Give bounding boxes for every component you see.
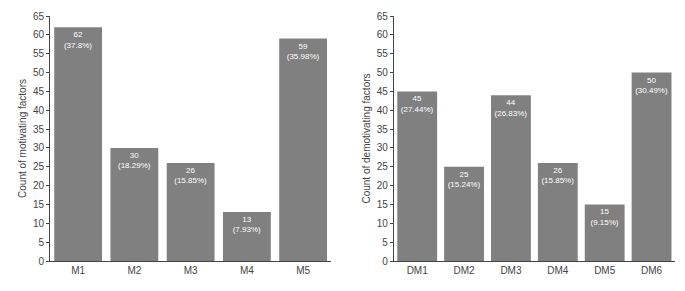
svg-text:30: 30 [33, 142, 45, 153]
svg-text:30(18.29%): 30(18.29%) [118, 151, 151, 170]
svg-text:Count of motivating factors: Count of motivating factors [17, 79, 28, 198]
svg-text:26(15.85%): 26(15.85%) [174, 166, 207, 185]
svg-text:45: 45 [377, 86, 389, 97]
svg-text:DM4: DM4 [547, 265, 569, 276]
svg-text:5: 5 [382, 237, 388, 248]
svg-text:DM3: DM3 [500, 265, 522, 276]
svg-text:45(27.44%): 45(27.44%) [401, 94, 434, 113]
svg-text:65: 65 [377, 11, 389, 22]
svg-text:60: 60 [33, 29, 45, 40]
svg-text:50: 50 [33, 67, 45, 78]
svg-text:62(37.8%): 62(37.8%) [64, 30, 92, 49]
svg-text:15(9.15%): 15(9.15%) [591, 207, 619, 226]
svg-text:25: 25 [377, 161, 389, 172]
svg-text:25: 25 [33, 161, 45, 172]
svg-text:44(26.83%): 44(26.83%) [495, 98, 528, 117]
svg-text:20: 20 [377, 180, 389, 191]
svg-text:Count of demotivating factors: Count of demotivating factors [361, 73, 372, 203]
svg-text:DM2: DM2 [453, 265, 475, 276]
svg-text:M5: M5 [296, 265, 310, 276]
svg-text:25(15.24%): 25(15.24%) [448, 170, 481, 189]
svg-text:30: 30 [377, 142, 389, 153]
svg-text:40: 40 [33, 105, 45, 116]
svg-text:M3: M3 [184, 265, 198, 276]
svg-text:40: 40 [377, 105, 389, 116]
svg-text:60: 60 [377, 29, 389, 40]
svg-text:M1: M1 [71, 265, 85, 276]
svg-text:M2: M2 [127, 265, 141, 276]
svg-text:55: 55 [33, 48, 45, 59]
svg-text:50: 50 [377, 67, 389, 78]
svg-text:65: 65 [33, 11, 45, 22]
svg-text:55: 55 [377, 48, 389, 59]
svg-text:DM1: DM1 [407, 265, 429, 276]
svg-text:10: 10 [377, 218, 389, 229]
svg-text:20: 20 [33, 180, 45, 191]
svg-text:13(7.93%): 13(7.93%) [233, 215, 261, 234]
svg-text:5: 5 [38, 237, 44, 248]
svg-text:15: 15 [33, 199, 45, 210]
svg-text:59(35.98%): 59(35.98%) [287, 42, 320, 61]
svg-text:35: 35 [377, 124, 389, 135]
svg-text:10: 10 [33, 218, 45, 229]
svg-text:45: 45 [33, 86, 45, 97]
svg-text:15: 15 [377, 199, 389, 210]
svg-text:DM6: DM6 [641, 265, 663, 276]
svg-text:0: 0 [38, 256, 44, 267]
svg-text:DM5: DM5 [594, 265, 616, 276]
svg-text:M4: M4 [240, 265, 254, 276]
svg-text:26(15.85%): 26(15.85%) [541, 166, 574, 185]
svg-text:35: 35 [33, 124, 45, 135]
svg-text:0: 0 [382, 256, 388, 267]
svg-text:50(30.49%): 50(30.49%) [635, 76, 668, 95]
